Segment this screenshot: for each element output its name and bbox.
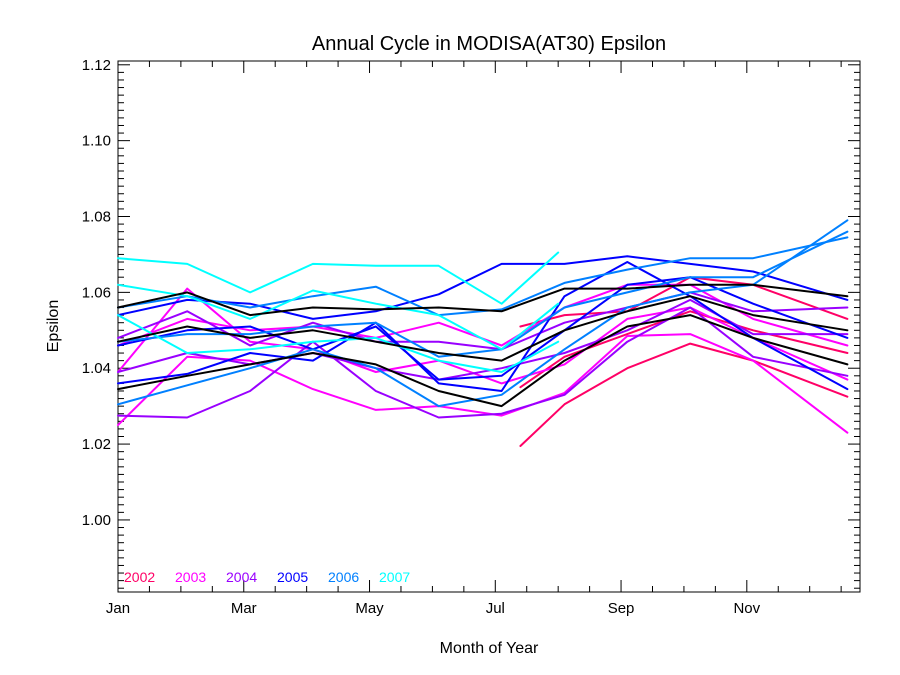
- y-tick-label: 1.12: [82, 57, 111, 74]
- chart-title: Annual Cycle in MODISA(AT30) Epsilon: [312, 33, 666, 55]
- x-tick-label: Jul: [486, 600, 505, 617]
- series-line: [117, 306, 849, 419]
- series-line: [117, 298, 849, 381]
- series-line: [117, 283, 849, 317]
- series-line: [117, 255, 849, 320]
- series-line: [117, 261, 849, 392]
- plot-frame: [117, 60, 861, 593]
- x-axis-label: Month of Year: [440, 640, 539, 657]
- axis-ticks: 1.00 1.02 1.04 1.06 1.08 1.10 1.12 Jan Mar May Jul…: [82, 57, 860, 617]
- series-line: [117, 236, 849, 317]
- x-tick-label: Jan: [106, 600, 130, 617]
- legend: 2002 2003 2004 2005 2006 2007: [124, 569, 410, 585]
- x-tick-label: May: [355, 600, 384, 617]
- series-line: [519, 276, 849, 328]
- y-tick-label: 1.02: [82, 436, 111, 453]
- x-tick-label: Sep: [608, 600, 635, 617]
- y-tick-label: 1.06: [82, 284, 111, 301]
- y-tick-label: 1.04: [82, 360, 111, 377]
- legend-item: 2007: [379, 569, 410, 585]
- x-tick-label: Nov: [733, 600, 760, 617]
- series-line: [117, 314, 849, 408]
- series-line: [117, 333, 849, 434]
- x-tick-label: Mar: [231, 600, 257, 617]
- series-lines: [117, 219, 849, 447]
- legend-item: 2004: [226, 569, 257, 585]
- plot-area: [117, 60, 861, 593]
- series-line: [117, 291, 849, 351]
- legend-item: 2003: [175, 569, 206, 585]
- y-tick-label: 1.08: [82, 209, 111, 226]
- series-line: [117, 276, 849, 381]
- legend-item: 2005: [277, 569, 308, 585]
- series-line: [117, 283, 849, 347]
- y-tick-label: 1.10: [82, 133, 111, 150]
- series-line: [117, 219, 849, 408]
- series-line: [117, 314, 560, 373]
- series-line: [117, 283, 560, 351]
- series-line: [519, 342, 849, 447]
- series-line: [117, 251, 560, 305]
- series-line: [117, 230, 849, 358]
- legend-item: 2006: [328, 569, 359, 585]
- y-axis-label: Epsilon: [45, 300, 62, 352]
- y-tick-label: 1.00: [82, 512, 111, 529]
- series-line: [117, 287, 849, 385]
- legend-item: 2002: [124, 569, 155, 585]
- series-line: [117, 295, 849, 362]
